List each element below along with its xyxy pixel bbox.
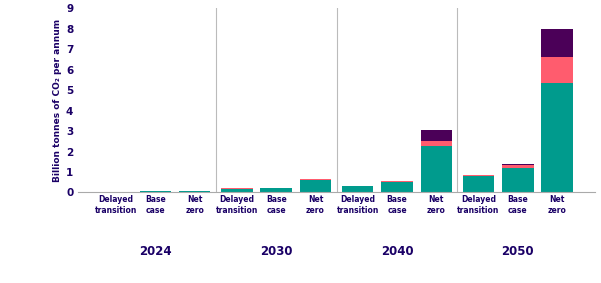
Bar	[421, 130, 452, 141]
Bar	[221, 188, 252, 189]
Text: 2050: 2050	[501, 245, 534, 258]
Bar	[542, 83, 573, 192]
Bar	[260, 188, 292, 192]
Bar	[421, 141, 452, 147]
Bar	[221, 189, 252, 192]
Bar	[179, 191, 210, 192]
Bar	[381, 181, 413, 182]
Bar	[542, 57, 573, 83]
Bar	[342, 186, 373, 192]
Bar	[300, 180, 331, 192]
Bar	[421, 147, 452, 192]
Bar	[542, 29, 573, 57]
Y-axis label: Billion tonnes of CO₂ per annum: Billion tonnes of CO₂ per annum	[53, 19, 62, 182]
Bar	[463, 175, 494, 176]
Text: 2040: 2040	[380, 245, 413, 258]
Text: 2024: 2024	[139, 245, 172, 258]
Text: 2030: 2030	[260, 245, 293, 258]
Bar	[502, 168, 534, 192]
Bar	[502, 165, 534, 168]
Bar	[502, 164, 534, 165]
Bar	[300, 179, 331, 180]
Bar	[381, 182, 413, 192]
Bar	[139, 191, 171, 192]
Bar	[463, 176, 494, 192]
